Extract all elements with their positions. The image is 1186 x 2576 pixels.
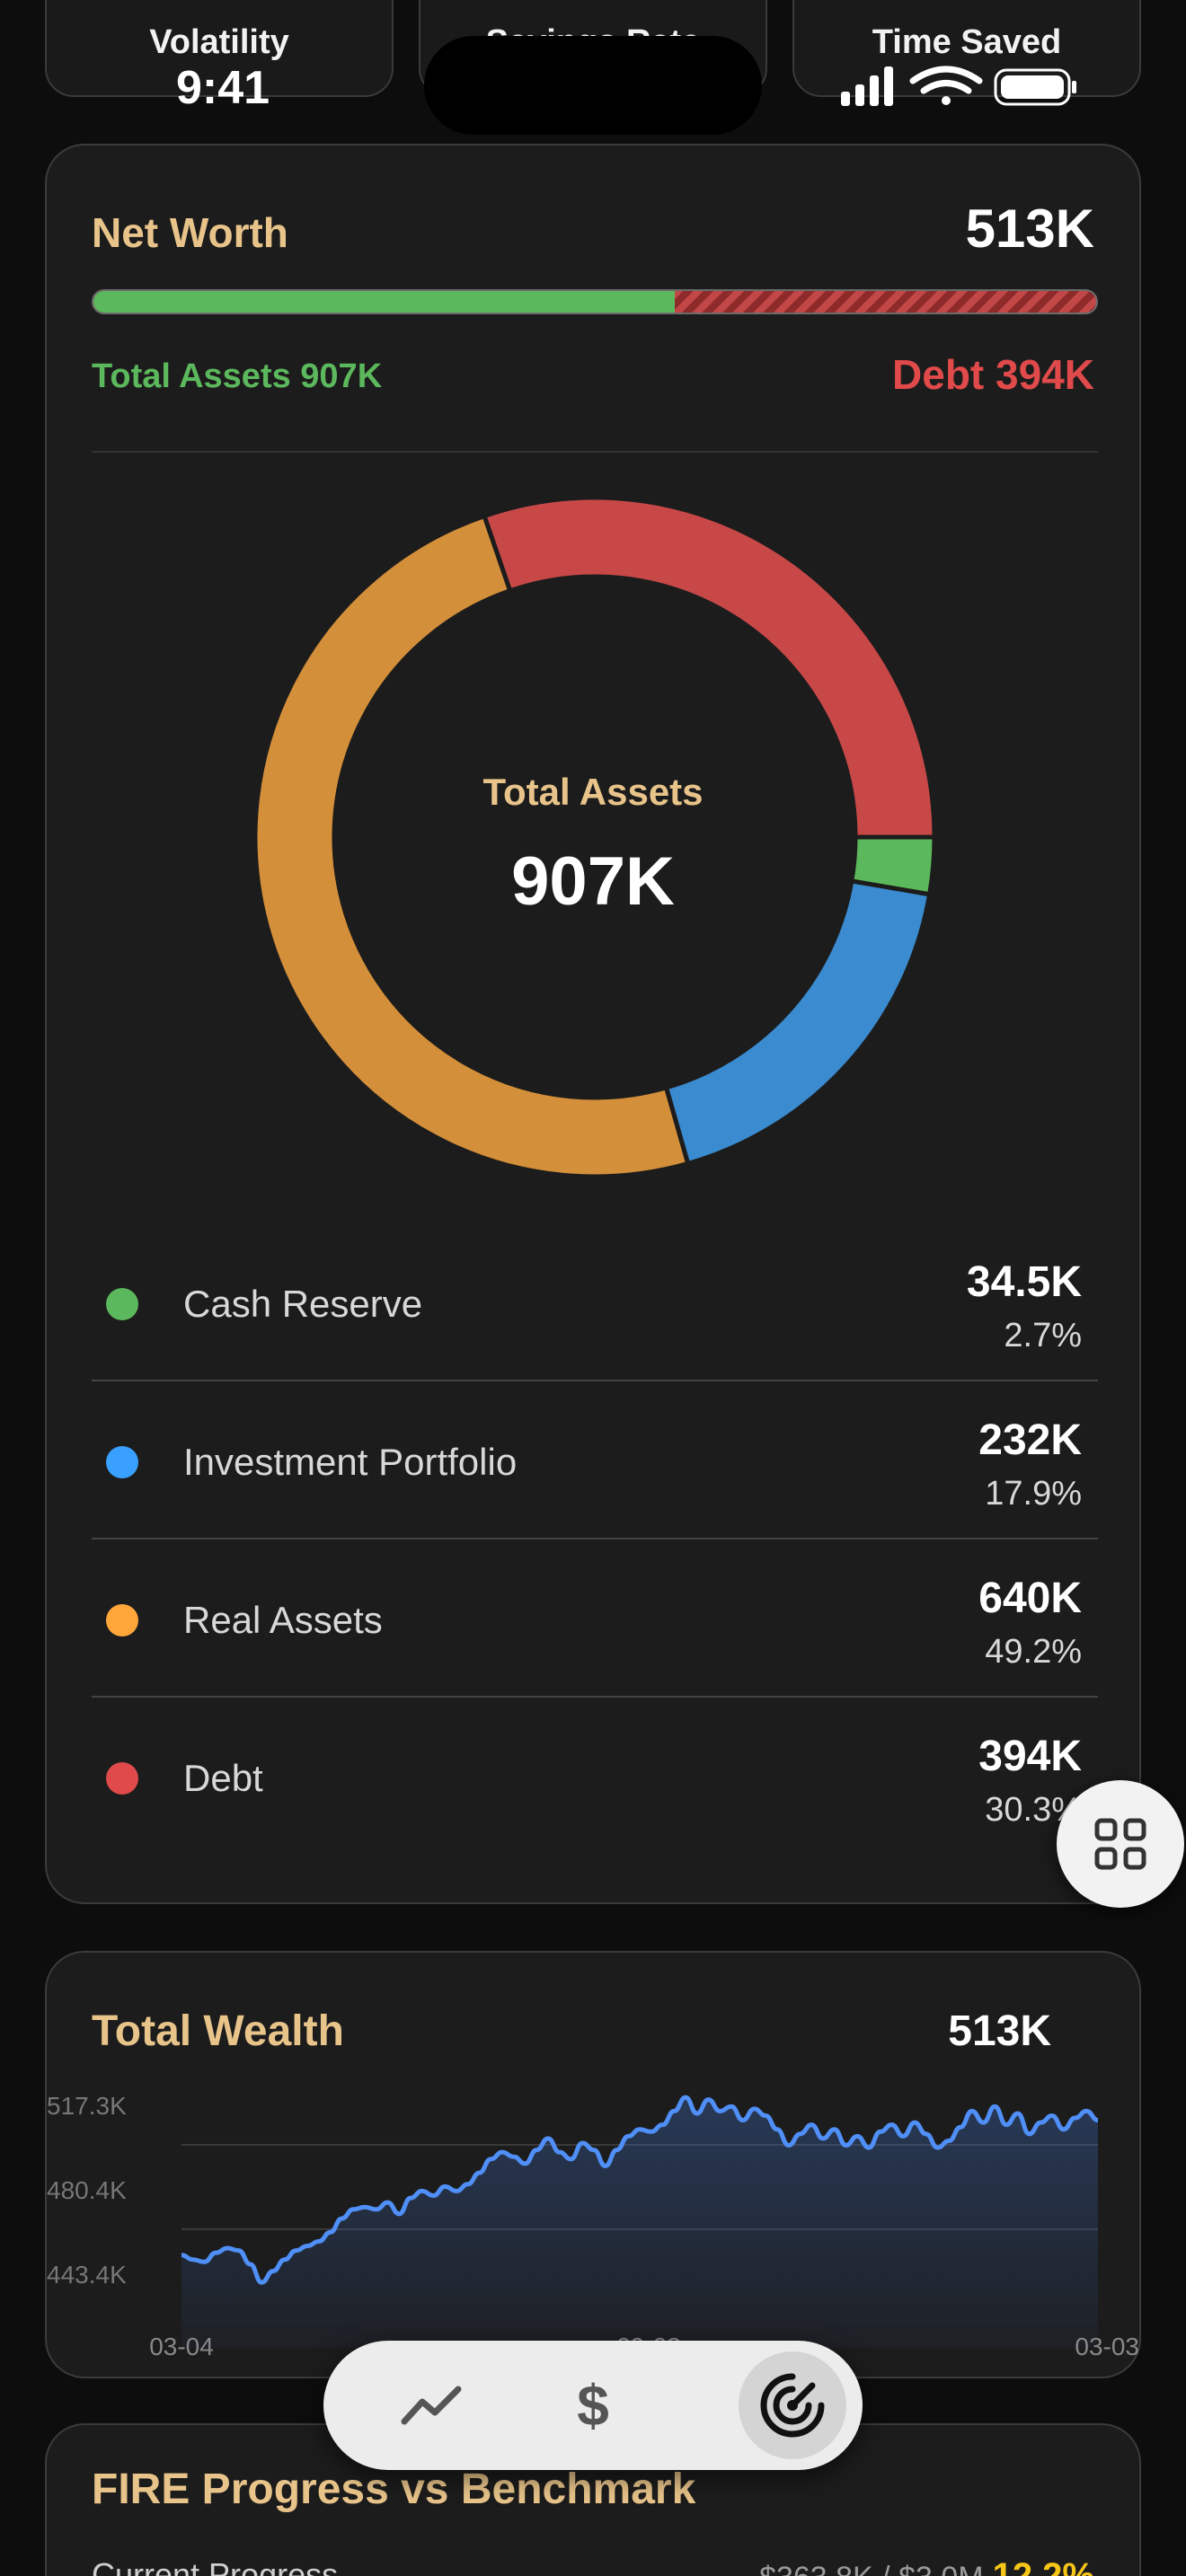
legend-name: Debt [183, 1757, 263, 1799]
volatility-card[interactable]: Volatility [45, 0, 394, 97]
investment-portfolio-dot-icon [106, 1446, 138, 1478]
legend-amount: 394K [978, 1733, 1082, 1780]
net-worth-bar-assets [93, 291, 676, 313]
cash-reserve-dot-icon [106, 1288, 138, 1320]
trend-line-icon [401, 2386, 462, 2425]
wifi-icon [909, 66, 983, 105]
net-worth-value: 513K [965, 198, 1094, 259]
time-saved-card[interactable]: Time Saved [792, 0, 1141, 97]
divider [92, 451, 1098, 453]
grid-menu-button[interactable] [1057, 1780, 1184, 1908]
legend-amount: 640K [978, 1575, 1082, 1622]
legend-percent: 49.2% [985, 1633, 1082, 1671]
fire-subtitle: Current Progress [92, 2556, 339, 2576]
dynamic-island [424, 36, 762, 135]
radar-icon [760, 2373, 825, 2438]
donut-slice-debt[interactable] [481, 496, 936, 840]
allocation-donut-chart[interactable] [253, 496, 936, 1178]
donut-center-label: Total Assets [482, 771, 704, 813]
net-worth-card: Net Worth 513K Total Assets 907K Debt 39… [45, 144, 1141, 1904]
legend-amount: 232K [978, 1416, 1082, 1464]
dollar-icon: $ [577, 2373, 609, 2438]
legend-percent: 17.9% [985, 1475, 1082, 1513]
wealth-series-line [181, 2095, 1099, 2285]
legend-row-real-assets[interactable]: Real Assets 640K 49.2% [92, 1539, 1098, 1698]
debt-dot-icon [106, 1762, 138, 1795]
fire-title: FIRE Progress vs Benchmark [92, 2466, 696, 2513]
fire-progress-card: FIRE Progress vs Benchmark Current Progr… [45, 2423, 1141, 2576]
divider [92, 1380, 1098, 1381]
net-worth-title: Net Worth [92, 209, 288, 256]
legend-name: Real Assets [183, 1599, 383, 1641]
debt-label: Debt 394K [892, 351, 1094, 398]
signal-icon [841, 66, 893, 106]
total-wealth-title: Total Wealth [92, 2007, 344, 2055]
divider [92, 1538, 1098, 1539]
donut-slice-real-assets[interactable] [253, 513, 691, 1178]
legend-name: Cash Reserve [183, 1283, 423, 1325]
volatility-label: Volatility [149, 23, 289, 61]
donut-center-value: 907K [511, 843, 675, 920]
battery-icon [994, 68, 1076, 106]
total-wealth-card: Total Wealth 513K 517.3K 480.4K 443.4K 03-0… [45, 1951, 1141, 2378]
net-worth-bar [92, 289, 1098, 314]
legend-name: Investment Portfolio [183, 1441, 518, 1483]
total-assets-label: Total Assets 907K [92, 357, 383, 395]
total-wealth-value: 513K [948, 2007, 1051, 2055]
status-icons [841, 66, 1076, 106]
y-tick-label: 443.4K [47, 2261, 127, 2289]
status-time: 9:41 [176, 62, 270, 114]
grid-icon [1094, 1818, 1146, 1870]
wealth-area-fill [181, 2097, 1098, 2348]
fire-percent: 12.2% [992, 2556, 1094, 2576]
bottom-nav: $ [323, 2341, 863, 2470]
time-saved-label: Time Saved [872, 23, 1062, 61]
fire-amount: $363.8K / $3.0M [759, 2561, 984, 2576]
x-tick-label: 03-03 [1075, 2333, 1139, 2360]
y-tick-label: 480.4K [47, 2176, 127, 2204]
nav-analysis[interactable] [739, 2351, 846, 2459]
legend-percent: 2.7% [1004, 1317, 1082, 1354]
legend-row-debt[interactable]: Debt 394K 30.3% [92, 1698, 1098, 1856]
y-tick-label: 517.3K [47, 2092, 127, 2120]
nav-trends[interactable] [388, 2362, 474, 2448]
fire-progress-values: $363.8K / $3.0M 12.2% [759, 2556, 1094, 2576]
nav-money[interactable]: $ [550, 2362, 636, 2448]
divider [92, 1696, 1098, 1698]
x-tick-label: 03-04 [149, 2333, 214, 2360]
legend-row-cash-reserve[interactable]: Cash Reserve 34.5K 2.7% [92, 1223, 1098, 1381]
svg-text:$: $ [577, 2373, 609, 2438]
legend-amount: 34.5K [966, 1258, 1082, 1306]
real-assets-dot-icon [106, 1604, 138, 1636]
legend-row-investment-portfolio[interactable]: Investment Portfolio 232K 17.9% [92, 1381, 1098, 1539]
donut-slice-investment-portfolio[interactable] [663, 878, 933, 1167]
